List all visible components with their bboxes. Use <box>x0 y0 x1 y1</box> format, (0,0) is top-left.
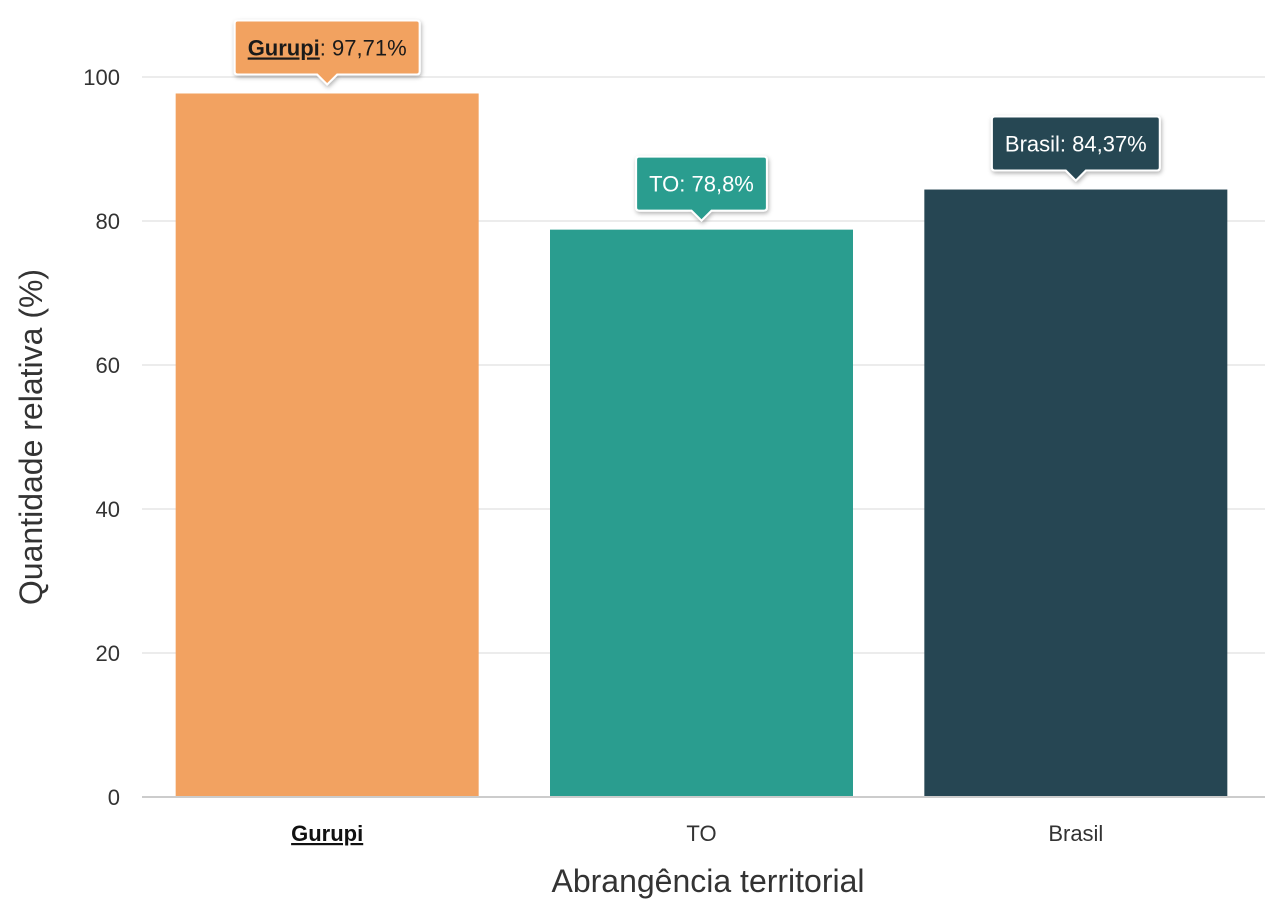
x-axis-labels: Gurupi TO Brasil <box>291 821 1103 846</box>
bar-brasil <box>924 189 1228 797</box>
y-axis-title: Quantidade relativa (%) <box>13 269 49 605</box>
x-tick-label: Gurupi <box>291 821 363 846</box>
data-label-box <box>635 155 768 223</box>
data-label: Brasil: 84,37% <box>990 115 1161 182</box>
y-tick-label: 100 <box>83 65 120 90</box>
y-tick-label: 80 <box>96 209 120 234</box>
x-tick-label: TO <box>686 821 716 846</box>
bars <box>175 93 1228 798</box>
data-label-box <box>990 115 1161 182</box>
y-tick-label: 40 <box>96 497 120 522</box>
data-label-box <box>233 19 421 86</box>
bar-gurupi <box>175 93 479 798</box>
data-labels: Gurupi: 97,71% TO: 78,8% Brasil: 84,37% <box>233 19 1161 223</box>
y-tick-label: 60 <box>96 353 120 378</box>
data-label: Gurupi: 97,71% <box>233 19 421 86</box>
y-tick-label: 20 <box>96 641 120 666</box>
data-label-text: Brasil: 84,37% <box>1005 132 1147 157</box>
bar-to <box>550 229 853 797</box>
data-label: TO: 78,8% <box>635 155 768 223</box>
x-axis-title: Abrangência territorial <box>551 863 864 899</box>
data-label-text: Gurupi: 97,71% <box>248 35 407 60</box>
x-tick-label: Brasil <box>1048 821 1103 846</box>
y-tick-label: 0 <box>108 785 120 810</box>
data-label-text: TO: 78,8% <box>649 172 754 197</box>
y-axis-ticks: 0 20 40 60 80 100 <box>83 65 120 810</box>
